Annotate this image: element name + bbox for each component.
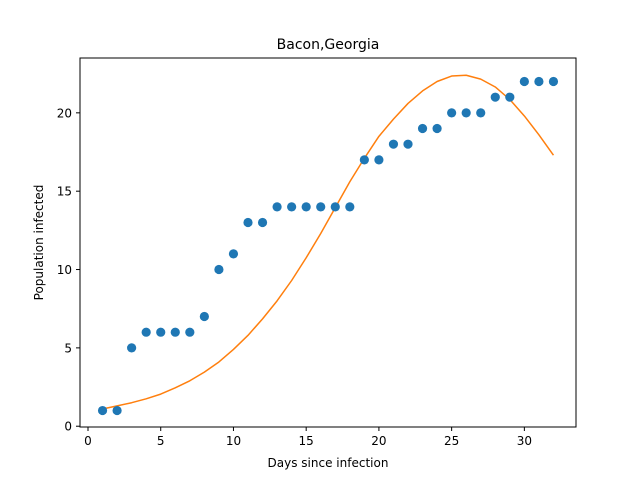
x-tick-label: 10 (226, 434, 241, 448)
data-point (359, 155, 369, 165)
data-point (374, 155, 384, 165)
point-layer (97, 76, 559, 416)
data-point (345, 202, 355, 212)
y-axis-label: Population infected (32, 185, 46, 301)
data-point (534, 76, 544, 87)
data-point (185, 327, 195, 337)
fitted-curve-line (102, 74, 555, 410)
y-tick-label: 0 (64, 420, 72, 434)
plot-area-frame (79, 57, 577, 428)
data-point (272, 202, 282, 212)
y-tick-label: 5 (64, 341, 72, 355)
data-point (301, 202, 311, 212)
x-tick-label: 20 (371, 434, 386, 448)
data-point (112, 405, 122, 416)
data-point (519, 76, 529, 87)
data-point (156, 327, 166, 337)
x-tick-label: 25 (444, 434, 459, 448)
data-point (388, 139, 399, 149)
data-point (97, 405, 108, 416)
data-point (490, 92, 500, 102)
data-point (330, 202, 340, 212)
x-tick-label: 30 (517, 434, 532, 448)
chart-title: Bacon,Georgia (277, 37, 380, 53)
y-tick-label: 20 (57, 106, 72, 120)
data-point (417, 123, 428, 134)
data-point (476, 108, 486, 118)
data-point (228, 249, 239, 259)
data-point (287, 202, 297, 212)
x-tick-label: 0 (84, 434, 92, 448)
data-point (199, 311, 209, 322)
data-point (316, 202, 326, 212)
y-tick-label: 15 (57, 185, 72, 199)
tick-layer: 0 5 10 15 20 25 30 0 5 10 15 20 (57, 106, 532, 448)
x-axis-label: Days since infection (268, 456, 389, 470)
data-point (403, 139, 413, 149)
data-point (243, 217, 253, 228)
data-point (447, 108, 457, 118)
data-point (214, 264, 224, 275)
data-point (432, 123, 442, 134)
data-point (505, 92, 515, 102)
data-point (127, 343, 137, 353)
line-layer (102, 74, 555, 410)
y-tick-label: 10 (57, 263, 72, 277)
data-point (141, 327, 151, 337)
data-point (461, 108, 471, 118)
x-tick-label: 5 (157, 434, 165, 448)
data-point (170, 327, 180, 337)
data-point (548, 76, 559, 87)
data-point (257, 217, 268, 228)
x-tick-label: 15 (299, 434, 314, 448)
